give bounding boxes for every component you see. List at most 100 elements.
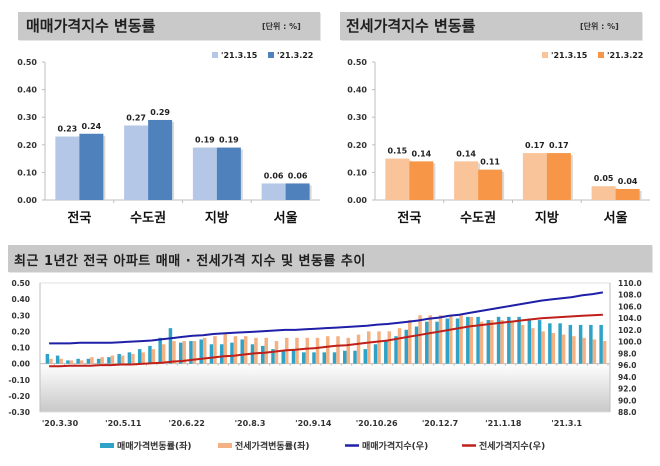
sale-change-bar	[384, 341, 388, 364]
jeonse-bar	[409, 161, 434, 200]
sale-data-label: 0.29	[150, 108, 170, 117]
trend-left-tick-label: 0.10	[11, 344, 30, 353]
jeonse-legend-label: '21.3.22	[607, 51, 643, 60]
trend-right-tick-label: 94.0	[618, 373, 637, 382]
sale-change-bar	[86, 358, 91, 364]
sale-chart-title: 매매가격지수 변동률	[26, 17, 156, 35]
jeonse-change-bar	[141, 352, 145, 364]
trend-left-tick-label: -0.10	[8, 376, 30, 385]
trend-x-tick-label: '21.1.18	[485, 419, 522, 428]
jeonse-change-bar	[510, 321, 515, 364]
sale-change-bar	[445, 318, 450, 364]
trend-left-tick-label: -0.20	[8, 392, 30, 401]
sale-change-bar	[578, 324, 583, 364]
jeonse-change-bar	[500, 320, 504, 364]
jeonse-change-bar	[295, 337, 299, 364]
sale-data-label: 0.19	[219, 136, 239, 145]
sale-category-label: 전국	[67, 210, 91, 226]
trend-right-tick-label: 98.0	[618, 349, 637, 358]
jeonse-change-bar	[223, 332, 227, 364]
jeonse-bar	[591, 186, 616, 200]
jeonse-change-bar	[264, 337, 268, 364]
sale-change-bar	[599, 324, 603, 364]
sale-change-bar	[322, 352, 326, 364]
trend-left-tick-label: 0.00	[11, 360, 30, 369]
jeonse-data-label: 0.04	[618, 177, 638, 186]
jeonse-change-bar	[459, 315, 463, 364]
jeonse-change-bar	[449, 315, 453, 364]
jeonse-change-bar	[418, 315, 422, 364]
jeonse-change-bar	[582, 337, 586, 364]
trend-left-tick-label: 0.40	[11, 295, 30, 304]
sale-change-bar	[466, 316, 470, 364]
trend-x-tick-label: '20.12.7	[422, 419, 458, 428]
jeonse-bar	[478, 169, 503, 200]
sale-bar	[216, 147, 241, 200]
sale-data-label: 0.23	[58, 125, 78, 134]
sale-change-bar	[168, 328, 173, 364]
sale-change-bar	[517, 316, 521, 364]
sale-y-tick-label: 0.00	[17, 196, 37, 205]
sale-change-bar	[332, 352, 337, 364]
sale-change-bar	[373, 344, 378, 364]
jeonse-change-bar	[305, 337, 309, 364]
sale-change-bar	[189, 341, 193, 364]
jeonse-data-label: 0.15	[388, 147, 408, 156]
sale-change-bar	[199, 339, 203, 364]
jeonse-y-tick-label: 0.10	[347, 168, 367, 177]
jeonse-bar	[454, 161, 479, 200]
jeonse-change-bar	[233, 336, 238, 364]
sale-unit-label: [단위 : %]	[262, 22, 301, 31]
sale-bar	[192, 147, 217, 200]
jeonse-category-label: 수도권	[460, 211, 496, 226]
sale-change-chart: 0.00 0.10 0.20 0.30 0.40 0.50 0.23 0.24 전국 0.27 0.…	[17, 51, 320, 226]
sale-change-bar	[589, 324, 593, 364]
trend-chart-title: 최근 1년간 전국 아파트 매매 · 전세가격 지수 및 변동률 추이	[14, 254, 366, 269]
jeonse-change-bar	[110, 355, 115, 364]
sale-change-bar	[137, 349, 142, 364]
jeonse-change-bar	[336, 336, 340, 364]
jeonse-change-bar	[367, 331, 371, 364]
sale-bar	[261, 183, 286, 200]
jeonse-unit-label: [단위 : %]	[580, 22, 619, 31]
sale-change-bar	[230, 342, 234, 364]
trend-legend-label: 전세가격지수(우)	[479, 440, 545, 452]
jeonse-change-bar	[182, 341, 186, 364]
sale-change-bar	[107, 357, 111, 364]
trend-right-tick-label: 92.0	[618, 385, 637, 394]
jeonse-title-bar	[340, 12, 642, 40]
trend-x-tick-label: '20.6.22	[168, 419, 204, 428]
trend-right-tick-label: 102.0	[618, 326, 642, 335]
sale-y-tick-label: 0.20	[17, 141, 37, 150]
jeonse-category-label: 서울	[604, 210, 628, 226]
sale-data-label: 0.06	[288, 171, 308, 180]
jeonse-data-label: 0.14	[456, 149, 476, 158]
sale-change-bar	[496, 316, 501, 364]
jeonse-change-bar	[151, 349, 156, 364]
jeonse-change-bar	[59, 358, 63, 364]
jeonse-y-tick-label: 0.30	[347, 113, 367, 122]
sale-legend-label: '21.3.22	[277, 51, 313, 60]
jeonse-bar	[615, 188, 640, 200]
sale-y-tick-label: 0.50	[17, 58, 37, 67]
sale-bar	[55, 136, 80, 200]
trend-right-tick-label: 90.0	[618, 396, 637, 405]
trend-legend-swatch	[100, 443, 114, 448]
jeonse-change-bar	[520, 324, 525, 364]
jeonse-index-line	[49, 313, 603, 368]
jeonse-data-label: 0.14	[412, 149, 432, 158]
jeonse-change-bar	[397, 328, 402, 364]
trend-right-tick-label: 110.0	[618, 279, 642, 288]
jeonse-change-bar	[592, 339, 597, 364]
sale-legend-swatch	[212, 52, 218, 58]
sale-data-label: 0.06	[264, 171, 284, 180]
sale-legend-swatch	[268, 52, 274, 58]
jeonse-legend-swatch	[598, 52, 604, 58]
jeonse-change-bar	[120, 355, 125, 364]
jeonse-change-bar	[561, 334, 566, 364]
jeonse-change-bar	[541, 331, 545, 364]
jeonse-category-label: 지방	[535, 210, 559, 226]
sale-change-bar	[312, 352, 316, 364]
jeonse-y-tick-label: 0.20	[347, 141, 367, 150]
